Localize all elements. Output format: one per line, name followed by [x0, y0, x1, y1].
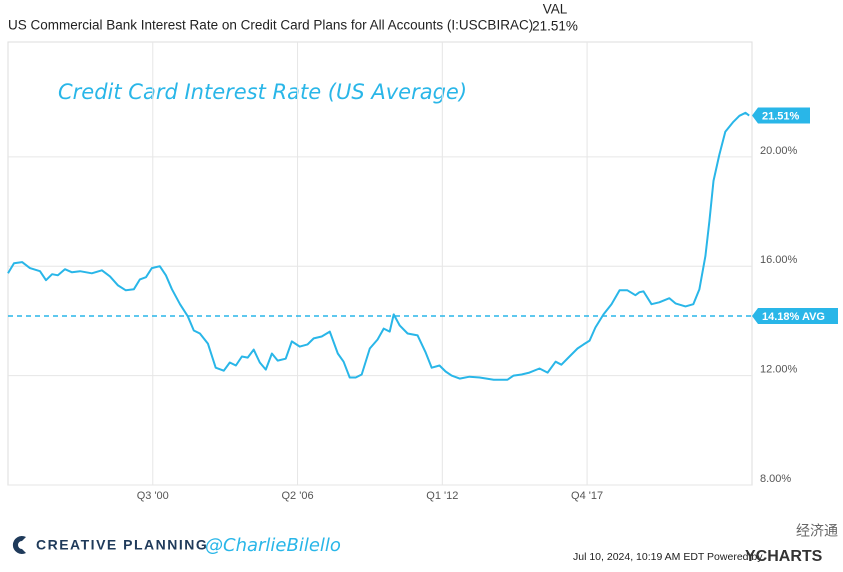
grid — [8, 42, 752, 486]
y-tick-label: 20.00% — [760, 145, 798, 157]
y-tick-label: 12.00% — [760, 364, 798, 376]
series-line — [7, 111, 750, 381]
x-tick-label: Q3 '00 — [137, 490, 169, 502]
end-badge-label: 21.51% — [762, 110, 800, 122]
annotation: Credit Card Interest Rate (US Average) — [58, 80, 467, 104]
average-badge — [752, 308, 838, 325]
footer-brand: CREATIVE PLANNING — [36, 537, 208, 553]
legend-value: 21.51% — [532, 19, 578, 34]
watermark: 经济通 — [796, 523, 838, 539]
footer-logo: YCHARTS — [745, 548, 823, 565]
logo-mark — [12, 536, 26, 554]
x-tick-label: Q1 '12 — [426, 490, 458, 502]
plot-frame — [7, 41, 753, 486]
legend-header: VAL — [543, 2, 568, 17]
footer-handle: @CharlieBilello — [205, 535, 341, 556]
average-badge-label: 14.18% AVG — [762, 311, 825, 323]
footer-logo-icon — [12, 536, 26, 554]
y-tick-label: 8.00% — [760, 473, 791, 485]
y-tick-label: 16.00% — [760, 254, 798, 266]
x-tick-label: Q4 '17 — [571, 490, 603, 502]
end-badge — [752, 107, 810, 124]
chart-title: US Commercial Bank Interest Rate on Cred… — [8, 18, 533, 33]
footer-timestamp: Jul 10, 2024, 10:19 AM EDT Powered by — [573, 551, 763, 563]
x-tick-label: Q2 '06 — [282, 490, 314, 502]
